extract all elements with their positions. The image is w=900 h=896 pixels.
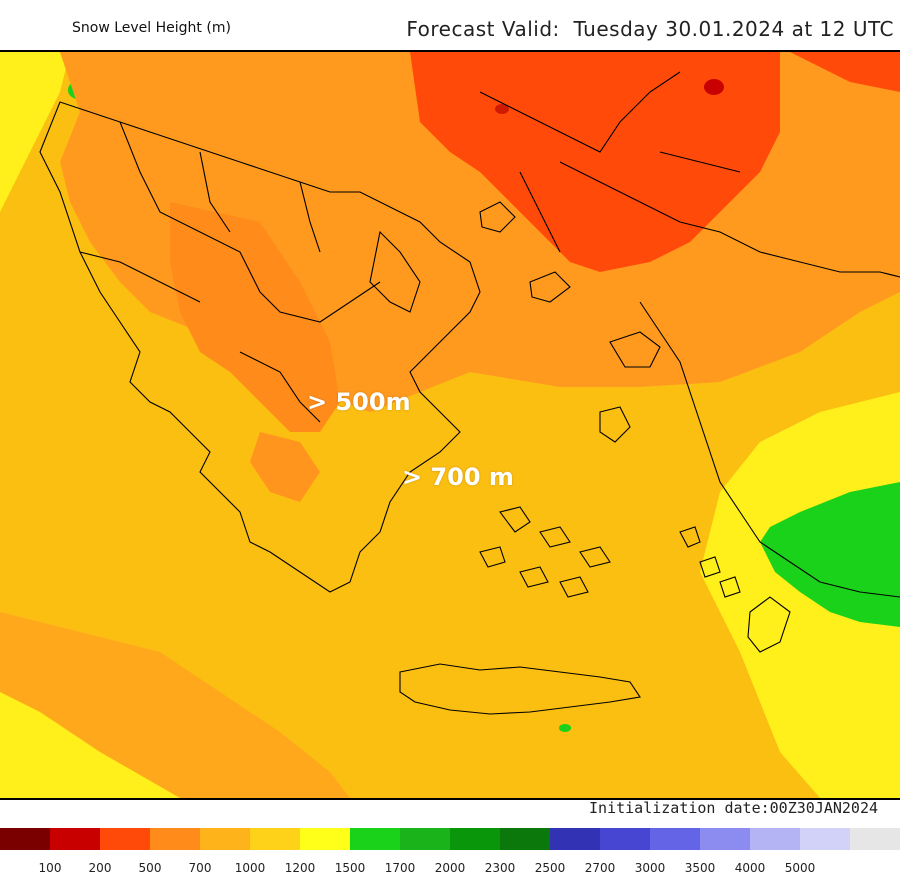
snow-level-map: > 500m > 700 m [0,50,900,800]
legend-labels: 100 200 500 700 1000 1200 1500 1700 2000 2300 2500… [0,861,900,881]
darkred-spot [704,79,724,95]
turkey-coastline [559,161,900,278]
legend-label: 2700 [584,861,616,875]
legend-swatch [600,828,650,850]
crete-island [399,663,641,715]
legend-swatch [0,828,50,850]
legend-swatch [300,828,350,850]
yellow-zone-west [0,52,70,212]
legend-swatch [750,828,800,850]
cyclades-islands [479,506,611,598]
legend-swatch [700,828,750,850]
initialization-date: Initialization date:00Z30JAN2024 [589,799,878,817]
forecast-valid-label: Forecast Valid: Tuesday 30.01.2024 at 12… [406,17,894,41]
legend-label: 500 [138,861,162,875]
green-zone-east [760,482,900,627]
legend-swatch [150,828,200,850]
mainland-coastline [39,101,481,593]
legend-swatch [400,828,450,850]
legend-label: 1700 [384,861,416,875]
red-zone-east-strip [790,52,900,92]
snow-level-annotation-700: > 700 m [402,463,514,491]
legend-swatch [250,828,300,850]
legend-swatch [550,828,600,850]
legend-swatch [50,828,100,850]
legend-label: 1000 [234,861,266,875]
legend-label: 700 [188,861,212,875]
dodecanese-islands [679,526,741,598]
turkey-west-coast [639,301,900,598]
legend-swatch [500,828,550,850]
legend-swatch [100,828,150,850]
legend-swatch [350,828,400,850]
rhodes-island [747,596,791,653]
chios-island [599,406,631,443]
orange-zone-central [170,202,340,432]
legend-label: 3000 [634,861,666,875]
legend-swatch [200,828,250,850]
legend-label: 2500 [534,861,566,875]
legend-swatch [650,828,700,850]
chalkidiki-coast [369,230,421,313]
legend-label: 2300 [484,861,516,875]
darkred-spot-2 [495,104,509,114]
map-header: Snow Level Height (m) Forecast Valid: Tu… [0,0,900,50]
legend-swatch [850,828,900,850]
thasos-island [479,201,516,233]
legend-swatch [800,828,850,850]
legend-label: 100 [38,861,62,875]
map-title: Snow Level Height (m) [72,20,231,36]
inland-borders [79,121,381,423]
snow-level-annotation-500: > 500m [307,388,411,416]
legend-swatch [450,828,500,850]
orange-spots-south [250,432,320,502]
legend-label: 3500 [684,861,716,875]
legend-label: 1500 [334,861,366,875]
legend-label: 5000 [784,861,816,875]
north-borders [479,71,741,253]
legend-label: 4000 [734,861,766,875]
legend-label: 200 [88,861,112,875]
legend-label: 2000 [434,861,466,875]
lemnos-island [529,271,571,303]
green-spot-crete [559,724,571,732]
lesbos-island [609,331,661,368]
legend-label: 1200 [284,861,316,875]
orange-zone-southwest [0,612,350,798]
color-legend [0,828,900,850]
